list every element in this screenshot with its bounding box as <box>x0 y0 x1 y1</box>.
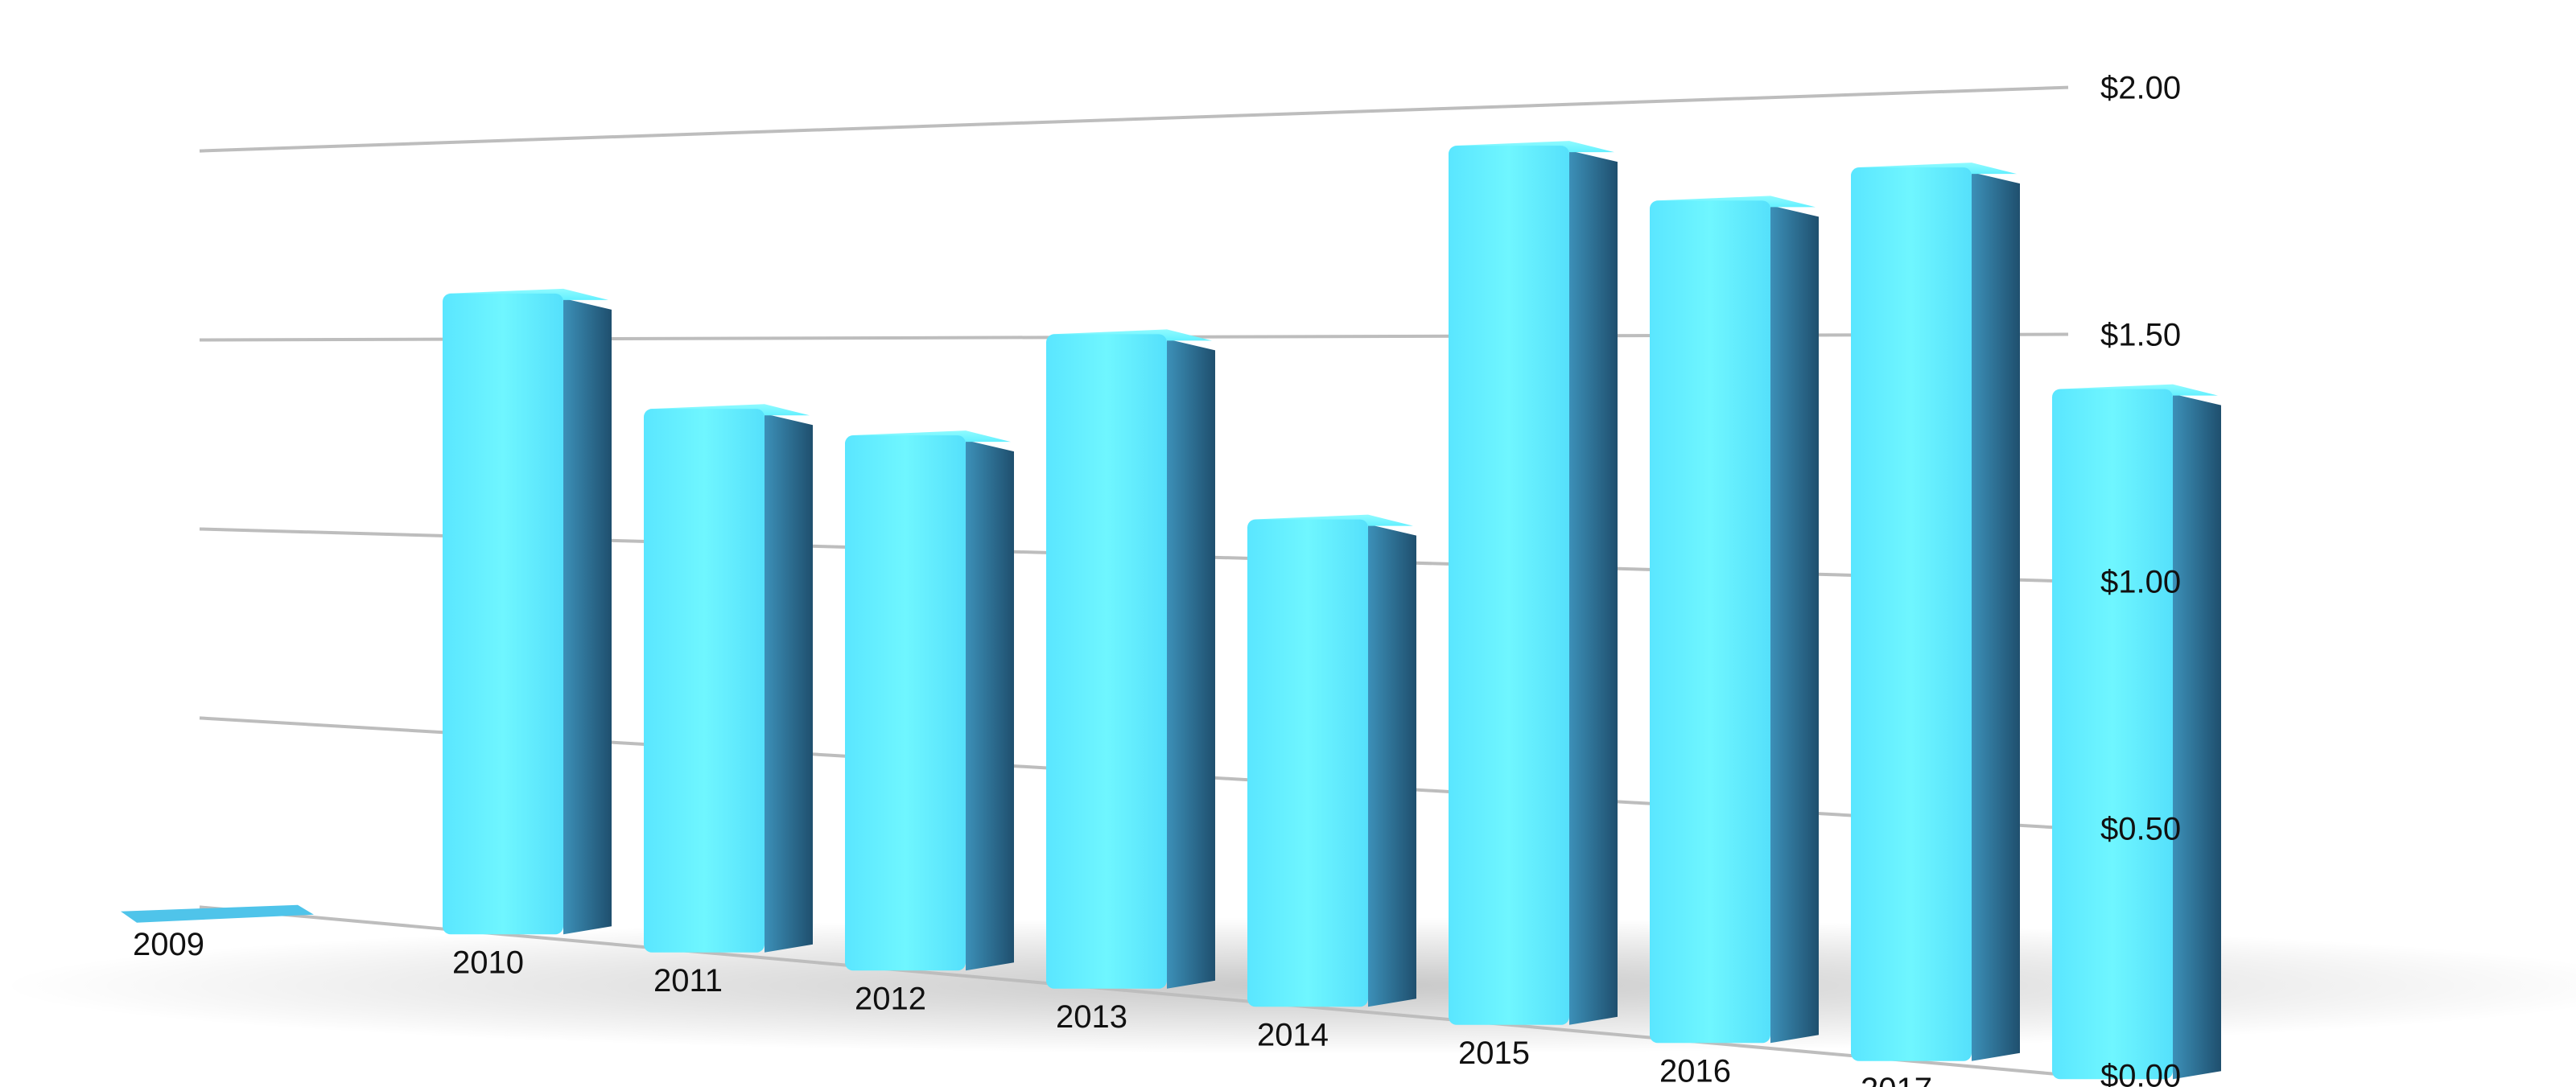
bar-side-face <box>2173 393 2221 1080</box>
x-category-label: 2017 <box>1861 1072 1932 1087</box>
y-tick-label: $0.50 <box>2100 811 2181 846</box>
bar-side-face <box>765 414 813 953</box>
bar-side-face <box>1368 524 1416 1007</box>
y-tick-label: $1.00 <box>2100 564 2181 599</box>
bar-side-face <box>966 440 1014 971</box>
bar <box>1650 196 1819 1044</box>
bar-front-face <box>1650 200 1770 1044</box>
gridline <box>199 905 2069 1077</box>
bar-side-face <box>1167 339 1215 989</box>
x-category-label: 2011 <box>653 963 723 998</box>
x-category-label: 2010 <box>452 945 524 980</box>
bar <box>2052 384 2221 1080</box>
x-category-label: 2013 <box>1056 999 1127 1035</box>
bar-front-face <box>2052 389 2173 1080</box>
bar <box>845 430 1014 971</box>
bars <box>121 141 2221 1080</box>
y-axis-tick-labels: $0.00 $0.50 $1.00 $1.50 $2.00 <box>2100 71 2181 1087</box>
bar <box>1851 163 2020 1061</box>
y-tick-label: $2.00 <box>2100 71 2181 106</box>
bar-side-face <box>563 298 612 935</box>
bar <box>121 904 314 923</box>
bar-front-face <box>443 293 563 935</box>
bar-slab <box>121 904 314 923</box>
bar-front-face <box>644 409 765 953</box>
y-tick-label: $0.00 <box>2100 1058 2181 1087</box>
bar-side-face <box>1972 172 2020 1061</box>
bar <box>443 288 612 935</box>
x-category-label: 2012 <box>855 981 926 1016</box>
bar-front-face <box>845 435 966 971</box>
bar-front-face <box>1851 167 1972 1061</box>
bar-front-face <box>1449 146 1569 1025</box>
bar-side-face <box>1770 205 1819 1044</box>
y-tick-label: $1.50 <box>2100 318 2181 353</box>
bar <box>1247 514 1416 1007</box>
bar-side-face <box>1569 150 1618 1025</box>
x-category-label: 2014 <box>1257 1017 1329 1052</box>
x-category-label: 2015 <box>1458 1036 1530 1071</box>
bar-front-face <box>1046 334 1167 989</box>
bar-front-face <box>1247 519 1368 1007</box>
x-category-label: 2016 <box>1659 1053 1731 1087</box>
bar <box>1449 141 1618 1025</box>
x-axis-category-labels: 2009201020112012201320142015201620172018 <box>133 927 1932 1087</box>
bar <box>1046 329 1215 989</box>
gridline <box>199 85 2069 153</box>
bar <box>644 404 813 953</box>
x-category-label: 2009 <box>133 927 204 962</box>
